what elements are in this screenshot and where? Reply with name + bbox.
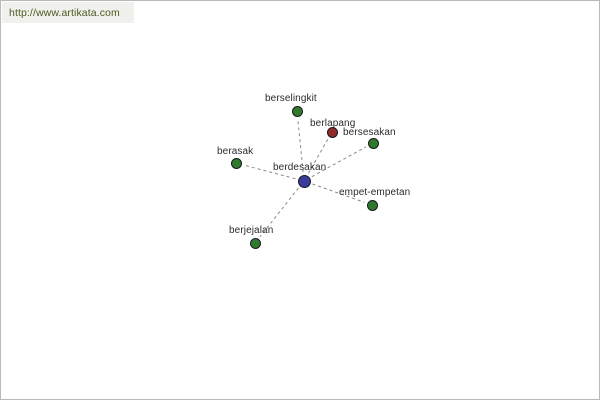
node-label-berselingkit[interactable]: berselingkit	[265, 93, 317, 104]
url-bar: http://www.artikata.com	[2, 2, 134, 23]
graph-node-berlapang[interactable]	[326, 126, 338, 138]
graph-edge	[259, 187, 299, 238]
graph-edge	[311, 146, 367, 178]
graph-node-berselingkit[interactable]	[291, 105, 303, 117]
graph-edge	[308, 138, 329, 174]
graph-edge	[297, 118, 304, 173]
graph-node-bersesakan[interactable]	[367, 137, 379, 149]
graph-node-berjejalan[interactable]	[249, 237, 261, 249]
graph-node-berdesakan[interactable]	[297, 174, 311, 188]
node-label-berlapang[interactable]: berlapang	[310, 118, 356, 129]
node-label-berdesakan[interactable]: berdesakan	[273, 162, 327, 173]
node-label-berjejalan[interactable]: berjejalan	[229, 225, 274, 236]
graph-node-empet-empetan[interactable]	[366, 199, 378, 211]
node-label-bersesakan[interactable]: bersesakan	[343, 127, 396, 138]
graph-node-berasak[interactable]	[230, 157, 242, 169]
node-label-empet-empetan[interactable]: empet-empetan	[339, 187, 411, 198]
edges-group	[243, 118, 367, 238]
url-text: http://www.artikata.com	[9, 6, 120, 19]
node-label-berasak[interactable]: berasak	[217, 146, 254, 157]
graph-edge	[243, 164, 296, 180]
